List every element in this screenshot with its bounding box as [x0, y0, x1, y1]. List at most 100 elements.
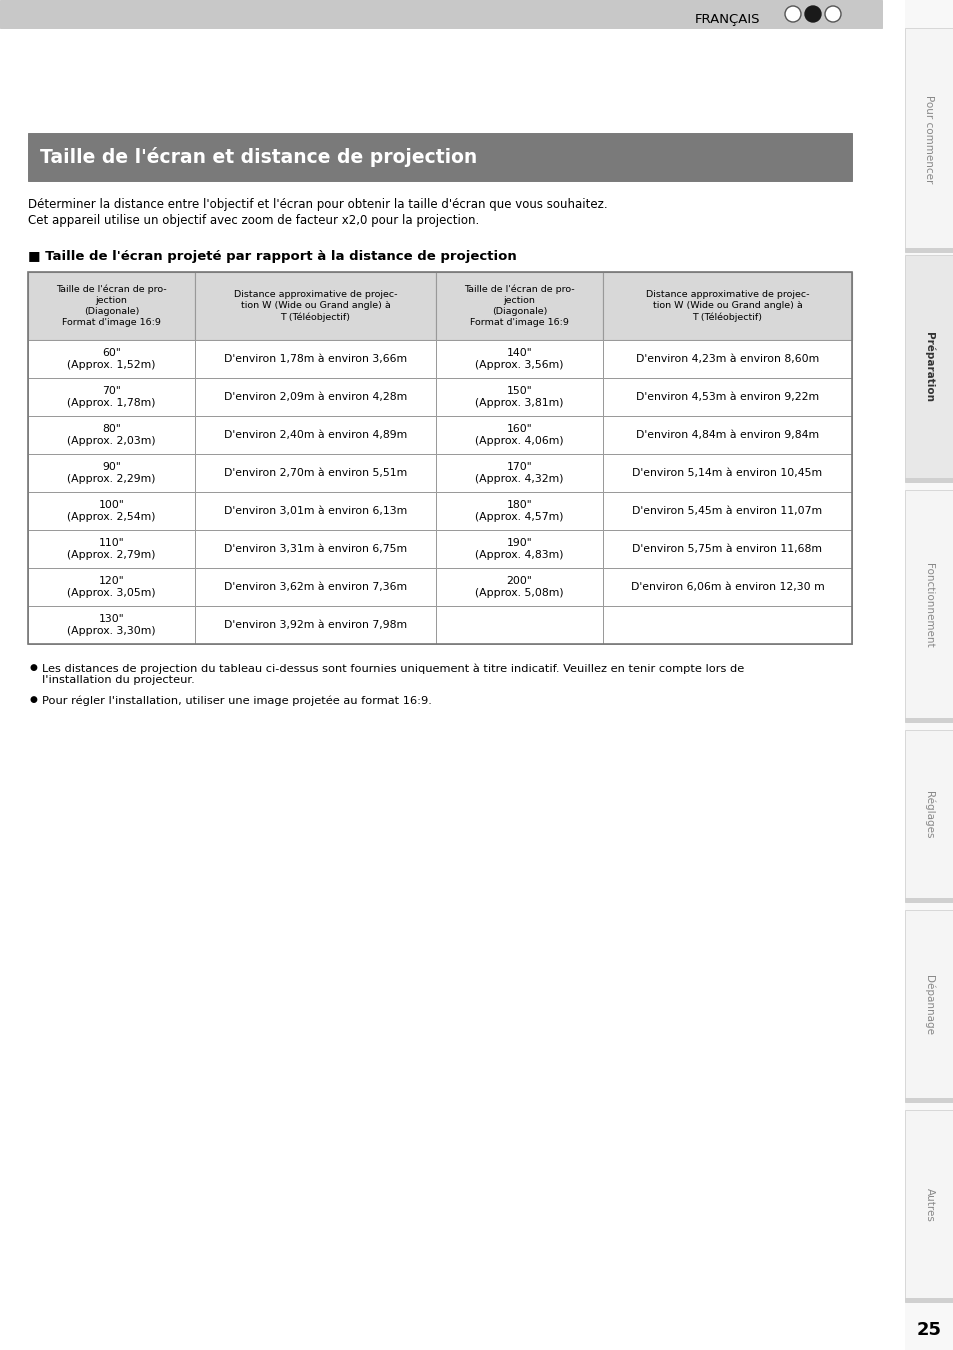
Circle shape	[784, 5, 801, 22]
Bar	[602, 454, 851, 491]
Text: 180"
(Approx. 4,57m): 180" (Approx. 4,57m)	[475, 500, 563, 522]
Bar	[28, 340, 194, 378]
Bar	[904, 898, 953, 902]
Bar	[194, 531, 436, 568]
Text: D'environ 2,70m à environ 5,51m: D'environ 2,70m à environ 5,51m	[224, 468, 407, 478]
Bar	[194, 340, 436, 378]
Text: 200"
(Approx. 5,08m): 200" (Approx. 5,08m)	[475, 576, 563, 598]
Text: Taille de l'écran et distance de projection: Taille de l'écran et distance de project…	[40, 147, 476, 167]
Bar	[904, 490, 953, 720]
Bar	[904, 730, 953, 900]
Text: D'environ 3,62m à environ 7,36m: D'environ 3,62m à environ 7,36m	[224, 582, 407, 593]
Bar	[0, 0, 882, 28]
Bar	[904, 1110, 953, 1300]
Bar	[904, 1297, 953, 1301]
Bar	[602, 271, 851, 340]
Bar	[28, 531, 194, 568]
Text: Distance approximative de projec-
tion W (Wide ou Grand angle) à
T (Téléobjectif: Distance approximative de projec- tion W…	[645, 290, 808, 321]
Text: D'environ 4,23m à environ 8,60m: D'environ 4,23m à environ 8,60m	[636, 354, 819, 364]
Bar	[602, 378, 851, 416]
Text: 170"
(Approx. 4,32m): 170" (Approx. 4,32m)	[475, 462, 563, 485]
Bar	[602, 531, 851, 568]
Bar	[194, 491, 436, 531]
Text: D'environ 3,01m à environ 6,13m: D'environ 3,01m à environ 6,13m	[224, 506, 407, 516]
Text: Taille de l'écran de pro-
jection
(Diagonale)
Format d'image 16:9: Taille de l'écran de pro- jection (Diago…	[56, 285, 167, 328]
Bar	[194, 378, 436, 416]
Bar	[904, 910, 953, 1100]
Text: 100"
(Approx. 2,54m): 100" (Approx. 2,54m)	[67, 500, 155, 522]
Bar	[602, 416, 851, 454]
Text: 160"
(Approx. 4,06m): 160" (Approx. 4,06m)	[475, 424, 563, 447]
Text: Réglages: Réglages	[923, 791, 934, 838]
Text: D'environ 5,75m à environ 11,68m: D'environ 5,75m à environ 11,68m	[632, 544, 821, 554]
Text: 70"
(Approx. 1,78m): 70" (Approx. 1,78m)	[67, 386, 155, 408]
Text: 150"
(Approx. 3,81m): 150" (Approx. 3,81m)	[475, 386, 563, 408]
Circle shape	[824, 5, 841, 22]
Text: Pour commencer: Pour commencer	[923, 95, 934, 184]
Bar	[904, 478, 953, 482]
Bar	[28, 134, 851, 181]
Bar	[28, 378, 194, 416]
Text: 60"
(Approx. 1,52m): 60" (Approx. 1,52m)	[67, 348, 155, 370]
Text: Autres: Autres	[923, 1188, 934, 1222]
Bar	[28, 491, 194, 531]
Text: D'environ 4,84m à environ 9,84m: D'environ 4,84m à environ 9,84m	[636, 431, 819, 440]
Bar	[436, 340, 602, 378]
Bar	[194, 606, 436, 644]
Bar	[602, 340, 851, 378]
Bar	[28, 454, 194, 491]
Bar	[602, 491, 851, 531]
Text: 80"
(Approx. 2,03m): 80" (Approx. 2,03m)	[67, 424, 155, 447]
Text: D'environ 6,06m à environ 12,30 m: D'environ 6,06m à environ 12,30 m	[630, 582, 823, 593]
Bar	[436, 491, 602, 531]
Bar	[28, 606, 194, 644]
Text: 90"
(Approx. 2,29m): 90" (Approx. 2,29m)	[67, 462, 155, 485]
Text: D'environ 5,45m à environ 11,07m: D'environ 5,45m à environ 11,07m	[632, 506, 821, 516]
Text: Les distances de projection du tableau ci-dessus sont fournies uniquement à titr: Les distances de projection du tableau c…	[42, 663, 743, 684]
Bar	[28, 416, 194, 454]
Text: Déterminer la distance entre l'objectif et l'écran pour obtenir la taille d'écra: Déterminer la distance entre l'objectif …	[28, 198, 607, 211]
Bar	[436, 416, 602, 454]
Bar	[194, 568, 436, 606]
Bar	[28, 568, 194, 606]
Text: Pour régler l'installation, utiliser une image projetée au format 16:9.: Pour régler l'installation, utiliser une…	[42, 695, 432, 706]
Text: 120"
(Approx. 3,05m): 120" (Approx. 3,05m)	[67, 576, 155, 598]
Circle shape	[804, 5, 821, 22]
Bar	[194, 416, 436, 454]
Text: D'environ 4,53m à environ 9,22m: D'environ 4,53m à environ 9,22m	[636, 392, 819, 402]
Bar	[904, 718, 953, 722]
Text: D'environ 2,09m à environ 4,28m: D'environ 2,09m à environ 4,28m	[224, 392, 407, 402]
Bar	[194, 271, 436, 340]
Bar	[904, 28, 953, 250]
Bar	[436, 606, 602, 644]
Bar	[436, 531, 602, 568]
Bar	[602, 568, 851, 606]
Bar	[194, 454, 436, 491]
Text: ●: ●	[30, 695, 38, 703]
Text: Fonctionnement: Fonctionnement	[923, 563, 934, 647]
Text: Distance approximative de projec-
tion W (Wide ou Grand angle) à
T (Téléobjectif: Distance approximative de projec- tion W…	[233, 290, 396, 321]
Bar	[904, 0, 953, 1350]
Text: 190"
(Approx. 4,83m): 190" (Approx. 4,83m)	[475, 537, 563, 560]
Text: D'environ 5,14m à environ 10,45m: D'environ 5,14m à environ 10,45m	[632, 468, 821, 478]
Text: ●: ●	[30, 663, 38, 672]
Bar	[904, 1098, 953, 1102]
Text: D'environ 1,78m à environ 3,66m: D'environ 1,78m à environ 3,66m	[224, 354, 407, 364]
Bar	[904, 248, 953, 252]
Text: 25: 25	[916, 1322, 941, 1339]
Text: D'environ 3,92m à environ 7,98m: D'environ 3,92m à environ 7,98m	[224, 620, 407, 630]
Text: ■ Taille de l'écran projeté par rapport à la distance de projection: ■ Taille de l'écran projeté par rapport …	[28, 250, 517, 263]
Text: D'environ 2,40m à environ 4,89m: D'environ 2,40m à environ 4,89m	[224, 431, 407, 440]
Bar	[436, 378, 602, 416]
Bar	[28, 271, 194, 340]
Bar	[904, 255, 953, 481]
Bar	[602, 606, 851, 644]
Text: Préparation: Préparation	[923, 332, 934, 402]
Text: Dépannage: Dépannage	[923, 975, 934, 1035]
Text: Taille de l'écran de pro-
jection
(Diagonale)
Format d'image 16:9: Taille de l'écran de pro- jection (Diago…	[464, 285, 575, 328]
Bar	[436, 454, 602, 491]
Text: Cet appareil utilise un objectif avec zoom de facteur x2,0 pour la projection.: Cet appareil utilise un objectif avec zo…	[28, 215, 478, 227]
Text: 110"
(Approx. 2,79m): 110" (Approx. 2,79m)	[67, 537, 155, 560]
Text: 130"
(Approx. 3,30m): 130" (Approx. 3,30m)	[67, 614, 155, 636]
Text: D'environ 3,31m à environ 6,75m: D'environ 3,31m à environ 6,75m	[224, 544, 407, 554]
